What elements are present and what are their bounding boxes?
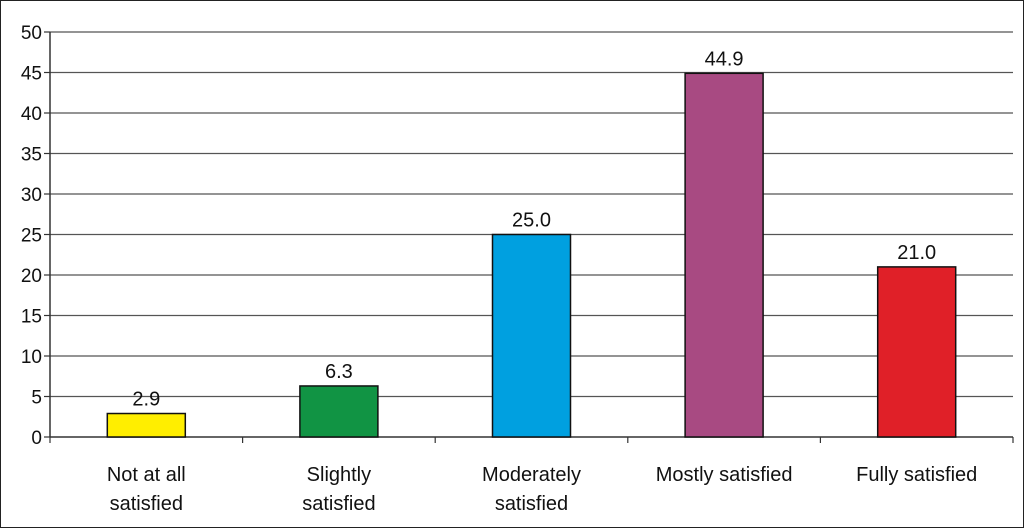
x-tick-label: satisfied (302, 493, 375, 515)
data-label: 21.0 (897, 242, 936, 264)
y-tick-label: 25 (21, 226, 42, 247)
x-tick-label: Mostly satisfied (656, 464, 793, 486)
y-tick-label: 40 (21, 104, 42, 125)
y-tick-label: 50 (21, 23, 42, 44)
bar (684, 72, 764, 438)
y-tick-label: 45 (21, 64, 42, 85)
x-tick-label: Slightly (307, 464, 371, 486)
data-label: 2.9 (132, 389, 160, 411)
x-tick-label: Not at all (107, 464, 186, 486)
x-tick-label: Fully satisfied (856, 464, 977, 486)
x-tick-label: Moderately (482, 464, 581, 486)
bar (491, 233, 572, 438)
bar (106, 412, 187, 438)
data-label: 44.9 (705, 48, 744, 70)
y-tick-label: 20 (21, 266, 42, 287)
x-tick-label: satisfied (110, 493, 183, 515)
bar (876, 266, 957, 438)
y-tick-label: 10 (21, 347, 42, 368)
y-tick-label: 0 (31, 428, 42, 449)
bar (299, 385, 379, 438)
y-tick-label: 15 (21, 307, 42, 328)
y-tick-label: 35 (21, 145, 42, 166)
x-tick-label: satisfied (495, 493, 568, 515)
y-tick-label: 5 (31, 388, 42, 409)
y-tick-label: 30 (21, 185, 42, 206)
data-label: 6.3 (325, 361, 353, 383)
data-label: 25.0 (512, 210, 551, 232)
